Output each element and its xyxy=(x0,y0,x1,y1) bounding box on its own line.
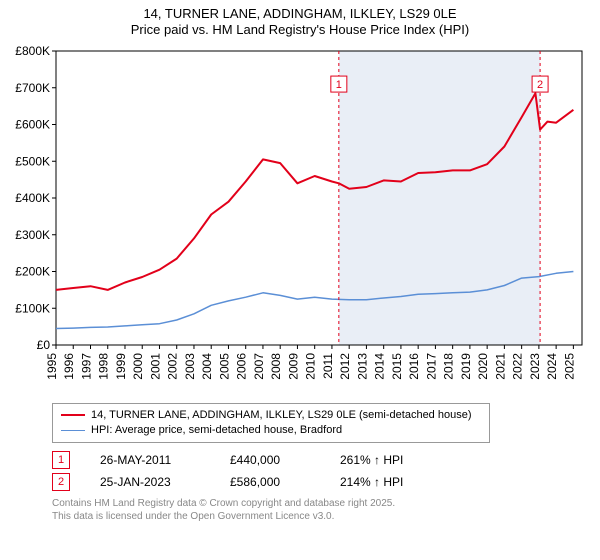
svg-text:£400K: £400K xyxy=(15,191,50,205)
svg-text:2002: 2002 xyxy=(166,352,180,379)
svg-text:2022: 2022 xyxy=(511,352,525,379)
legend-swatch-hpi xyxy=(61,430,85,431)
svg-text:2008: 2008 xyxy=(269,352,283,379)
svg-text:2019: 2019 xyxy=(459,352,473,379)
svg-text:£500K: £500K xyxy=(15,154,50,168)
price-chart: £0 £100K £200K £300K £400K £500K £600K £700K £80… xyxy=(12,45,588,395)
svg-text:2003: 2003 xyxy=(183,352,197,379)
marker-box-2: 2 xyxy=(52,473,70,491)
svg-text:1999: 1999 xyxy=(114,352,128,379)
legend-item-hpi: HPI: Average price, semi-detached house,… xyxy=(61,423,481,438)
svg-text:2000: 2000 xyxy=(131,352,145,379)
title-line-2: Price paid vs. HM Land Registry's House … xyxy=(12,22,588,38)
marker-row-1: 1 26-MAY-2011 £440,000 261% ↑ HPI xyxy=(52,451,588,469)
title-line-1: 14, TURNER LANE, ADDINGHAM, ILKLEY, LS29… xyxy=(12,6,588,22)
svg-text:£300K: £300K xyxy=(15,227,50,241)
marker-table: 1 26-MAY-2011 £440,000 261% ↑ HPI 2 25-J… xyxy=(52,451,588,491)
copyright-line-1: Contains HM Land Registry data © Crown c… xyxy=(52,497,588,510)
svg-text:2014: 2014 xyxy=(373,352,387,379)
svg-text:2004: 2004 xyxy=(200,352,214,379)
svg-text:£800K: £800K xyxy=(15,45,50,58)
svg-text:2: 2 xyxy=(537,79,543,91)
svg-text:2015: 2015 xyxy=(390,352,404,379)
svg-text:2007: 2007 xyxy=(252,352,266,379)
svg-text:1: 1 xyxy=(336,79,342,91)
svg-text:2025: 2025 xyxy=(562,352,576,379)
marker-box-1: 1 xyxy=(52,451,70,469)
marker-date-1: 26-MAY-2011 xyxy=(100,453,200,467)
legend-item-property: 14, TURNER LANE, ADDINGHAM, ILKLEY, LS29… xyxy=(61,408,481,423)
svg-text:£100K: £100K xyxy=(15,301,50,315)
svg-text:2012: 2012 xyxy=(338,352,352,379)
legend: 14, TURNER LANE, ADDINGHAM, ILKLEY, LS29… xyxy=(52,403,490,444)
marker-date-2: 25-JAN-2023 xyxy=(100,475,200,489)
svg-text:2020: 2020 xyxy=(476,352,490,379)
svg-text:2024: 2024 xyxy=(545,352,559,379)
svg-text:2005: 2005 xyxy=(217,352,231,379)
svg-text:2010: 2010 xyxy=(304,352,318,379)
svg-text:2013: 2013 xyxy=(355,352,369,379)
svg-text:2021: 2021 xyxy=(493,352,507,379)
marker-row-2: 2 25-JAN-2023 £586,000 214% ↑ HPI xyxy=(52,473,588,491)
marker-pct-2: 214% ↑ HPI xyxy=(340,475,430,489)
copyright-line-2: This data is licensed under the Open Gov… xyxy=(52,510,588,523)
marker-price-1: £440,000 xyxy=(230,453,310,467)
svg-text:2001: 2001 xyxy=(148,352,162,379)
svg-text:2016: 2016 xyxy=(407,352,421,379)
svg-text:2009: 2009 xyxy=(286,352,300,379)
svg-text:£0: £0 xyxy=(37,338,51,352)
svg-text:1997: 1997 xyxy=(79,352,93,379)
legend-label-hpi: HPI: Average price, semi-detached house,… xyxy=(91,423,342,438)
copyright: Contains HM Land Registry data © Crown c… xyxy=(52,497,588,523)
svg-text:2011: 2011 xyxy=(321,352,335,378)
legend-label-property: 14, TURNER LANE, ADDINGHAM, ILKLEY, LS29… xyxy=(91,408,472,423)
legend-swatch-property xyxy=(61,414,85,416)
svg-text:1996: 1996 xyxy=(62,352,76,379)
chart-title-block: 14, TURNER LANE, ADDINGHAM, ILKLEY, LS29… xyxy=(12,6,588,39)
marker-pct-1: 261% ↑ HPI xyxy=(340,453,430,467)
svg-text:1998: 1998 xyxy=(97,352,111,379)
svg-text:1995: 1995 xyxy=(45,352,59,379)
svg-text:£700K: £700K xyxy=(15,80,50,94)
svg-text:2006: 2006 xyxy=(235,352,249,379)
svg-text:2023: 2023 xyxy=(528,352,542,379)
svg-text:£200K: £200K xyxy=(15,264,50,278)
svg-text:2017: 2017 xyxy=(424,352,438,379)
marker-price-2: £586,000 xyxy=(230,475,310,489)
svg-text:2018: 2018 xyxy=(442,352,456,379)
svg-text:£600K: £600K xyxy=(15,117,50,131)
